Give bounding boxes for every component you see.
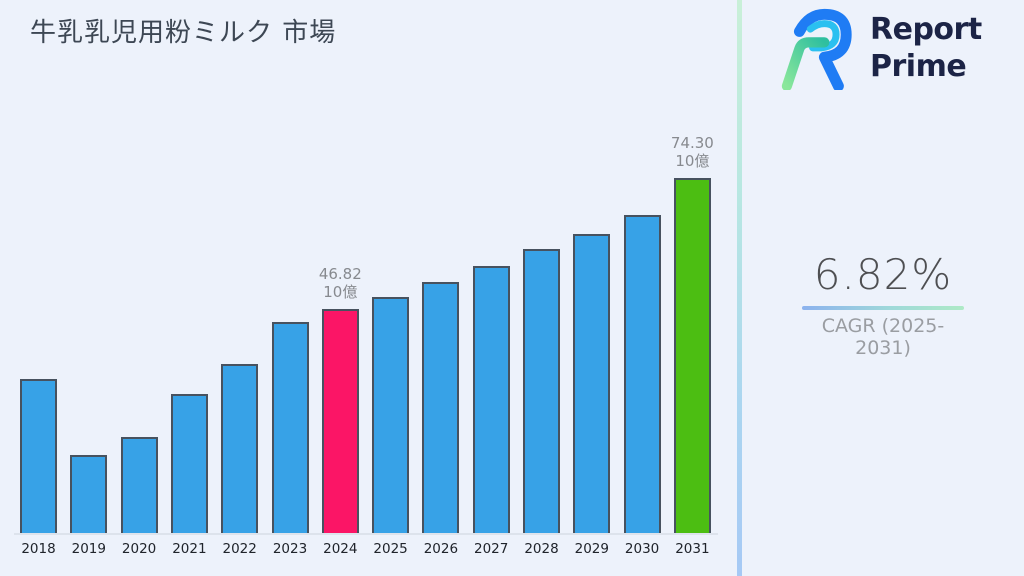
cagr-label: CAGR (2025-2031) [821,315,945,359]
x-tick-2031: 2031 [675,541,710,557]
cagr-underline [802,306,964,310]
x-tick-2022: 2022 [222,541,257,557]
x-tick-2030: 2030 [624,541,660,557]
logo-text-line2: Prime [870,49,967,84]
x-tick-2025: 2025 [373,541,408,557]
bar-2021 [170,393,208,533]
x-tick-2028: 2028 [524,541,559,557]
bar-2020 [120,436,158,533]
bar-2027 [472,265,510,533]
bar-2029 [573,233,611,533]
report-prime-logo: Report Prime [776,8,982,90]
bar-2025 [372,297,410,533]
logo-text: Report Prime [870,12,982,85]
bar-2026 [422,282,460,533]
bar-2024 [321,309,359,533]
value-label-2024: 46.82 10億 [318,265,362,301]
x-tick-2021: 2021 [172,541,207,557]
vertical-divider [737,0,742,576]
x-tick-2019: 2019 [71,541,106,557]
value-label-2031: 74.30 10億 [670,134,714,170]
x-tick-2018: 2018 [21,541,56,557]
x-tick-2029: 2029 [574,541,609,557]
x-tick-2020: 2020 [121,541,157,557]
x-tick-2026: 2026 [423,541,459,557]
bar-2023 [271,322,309,533]
x-tick-2027: 2027 [474,541,509,557]
x-tick-2024: 2024 [323,541,358,557]
x-tick-2023: 2023 [272,541,308,557]
cagr-value: 6.82% [813,250,953,299]
logo-text-line1: Report [870,12,982,48]
bar-2030 [623,214,661,533]
bar-chart: 2018 2019 2020 2021 2022 2023 2024 2025 2026 2027… [14,120,718,557]
bar-2028 [523,249,560,533]
report-prime-logo-icon [781,8,852,90]
bar-2022 [221,364,259,533]
bar-2031 [673,178,711,533]
bar-2019 [70,454,108,533]
cagr-panel: 6.82% CAGR (2025-2031) [798,250,968,359]
bar-2018 [20,378,57,533]
page-title: 牛乳乳児用粉ミルク 市場 [30,18,337,48]
